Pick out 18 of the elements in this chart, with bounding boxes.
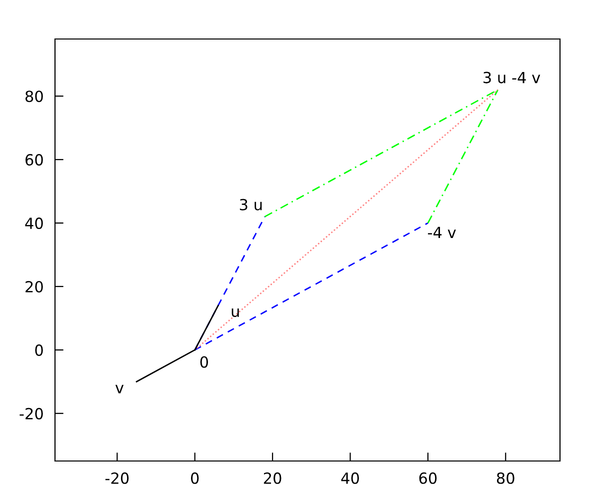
annotation: 0 xyxy=(200,356,208,368)
y-tick-label: 0 xyxy=(35,344,43,356)
annotation: v xyxy=(115,384,124,394)
y-tick-label: 40 xyxy=(25,217,43,230)
x-tick-label: 0 xyxy=(190,472,199,484)
y-tick-label: 20 xyxy=(26,280,43,293)
annotation: 3 u -4 v xyxy=(484,72,540,84)
y-tick-label: 60 xyxy=(26,154,43,166)
annotation: 3 u xyxy=(240,198,262,210)
x-tick-label: 40 xyxy=(341,472,359,484)
y-tick-label: 80 xyxy=(25,90,43,102)
y-tick-label: -20 xyxy=(20,408,43,420)
x-tick-label: 60 xyxy=(419,472,437,484)
annotation: -4 v xyxy=(428,226,456,238)
x-tick-label: -20 xyxy=(105,472,129,484)
annotation: u xyxy=(232,308,239,318)
x-tick-label: 80 xyxy=(496,472,514,484)
x-tick-label: 20 xyxy=(264,472,282,484)
